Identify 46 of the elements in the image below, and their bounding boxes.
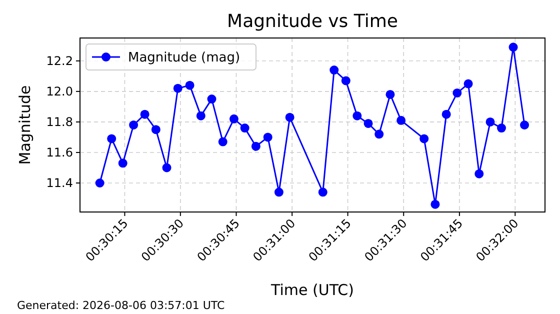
point [274, 188, 284, 197]
point [207, 94, 216, 104]
point [386, 90, 395, 99]
point [508, 42, 518, 52]
point [452, 88, 462, 98]
y-tick-label: 11.6 [46, 146, 73, 160]
point [420, 134, 429, 144]
point [107, 134, 116, 144]
point [442, 110, 451, 119]
point [251, 142, 260, 151]
point [218, 137, 228, 146]
text: Generated: 2026-08-06 03:57:01 UTC [17, 299, 226, 312]
point [318, 188, 328, 197]
point [330, 66, 339, 75]
chart-title: Magnitude vs Time [227, 11, 398, 32]
point [162, 163, 172, 172]
point [151, 125, 160, 134]
point [496, 124, 506, 133]
point [364, 118, 373, 128]
y-tick-label: 11.8 [46, 115, 73, 130]
point [263, 132, 272, 142]
point [341, 76, 350, 86]
point [430, 200, 440, 209]
point [118, 158, 128, 168]
y-axis-title: Magnitude [16, 85, 34, 165]
point [474, 169, 484, 178]
point [185, 80, 194, 90]
point [520, 120, 530, 130]
point [374, 130, 384, 139]
point [486, 117, 495, 126]
point [396, 116, 406, 125]
point [229, 114, 238, 124]
point [173, 84, 182, 93]
point [129, 120, 138, 130]
point [464, 79, 473, 88]
point [285, 112, 294, 122]
point [196, 111, 206, 120]
point [95, 178, 104, 188]
y-tick-label: 11.4 [46, 176, 73, 190]
point [140, 110, 150, 119]
x-axis-title: Time (UTC) [270, 281, 354, 299]
point [240, 124, 250, 133]
y-tick-label: 12.0 [46, 84, 73, 99]
legend-label: Magnitude (mag) [128, 50, 240, 66]
point [352, 111, 362, 120]
y-tick-label: 12.2 [46, 54, 73, 68]
